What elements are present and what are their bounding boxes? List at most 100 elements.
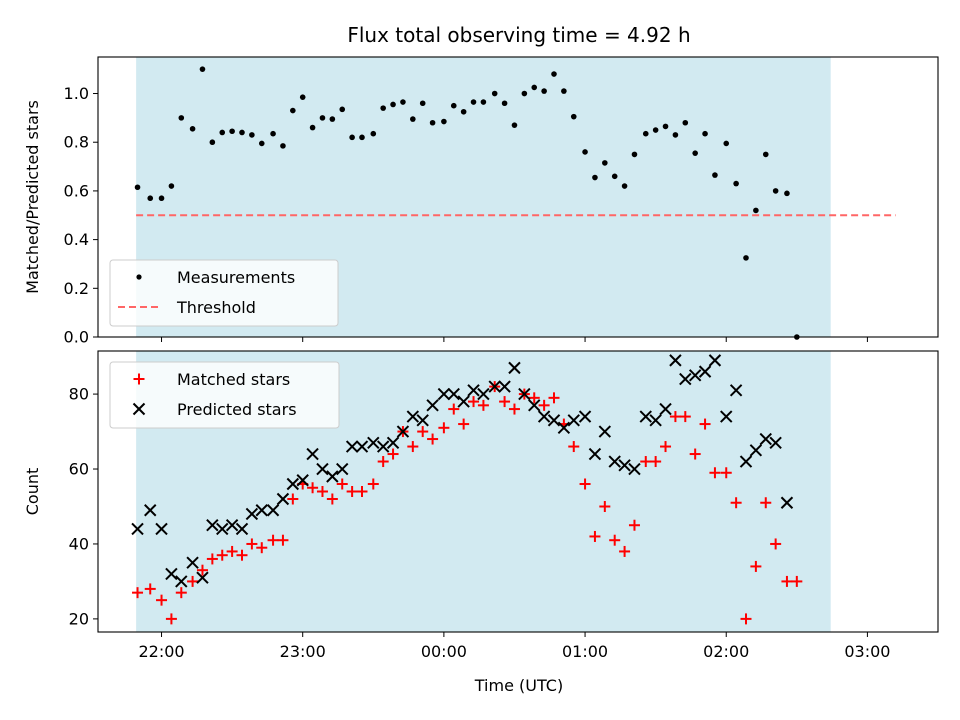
matched-star-point	[568, 441, 580, 453]
matched-star-point	[508, 403, 520, 415]
measurement-point	[147, 195, 154, 202]
measurement-point	[592, 174, 598, 181]
predicted-star-point	[780, 496, 794, 509]
predicted-star-point	[769, 436, 782, 450]
predicted-star-point	[376, 440, 390, 453]
matched-star-point	[619, 545, 631, 557]
matched-star-point	[640, 456, 652, 468]
predicted-star-point	[679, 372, 692, 386]
predicted-star-point	[336, 462, 349, 476]
matched-star-point	[165, 613, 177, 625]
matched-star-point	[132, 587, 144, 599]
measurement-point	[400, 99, 406, 105]
measurement-point	[501, 100, 508, 107]
matched-star-point	[689, 448, 701, 460]
measurement-point	[290, 107, 296, 114]
measurement-point	[582, 149, 588, 155]
predicted-star-point	[477, 387, 490, 401]
y-tick-label: 0.4	[64, 230, 89, 249]
matched-star-point	[407, 441, 419, 453]
measurement-point	[450, 102, 457, 109]
measurement-point	[470, 99, 477, 105]
measurement-point	[531, 84, 538, 91]
measurement-point	[733, 180, 739, 187]
ratio-axis-ticks: 0.0 0.2 0.4 0.6 0.8 1.0	[64, 84, 868, 347]
measurement-point	[329, 116, 336, 122]
predicted-star-point	[296, 474, 309, 487]
legend-measurements-marker	[136, 274, 142, 280]
predicted-star-point	[186, 556, 199, 569]
measurement-point	[429, 119, 436, 126]
predicted-star-point	[698, 365, 712, 378]
predicted-star-point	[759, 432, 772, 446]
measurement-point	[309, 124, 316, 131]
predicted-star-point	[578, 410, 592, 423]
matched-star-point	[650, 456, 662, 468]
predicted-star-point	[488, 380, 501, 393]
predicted-star-point	[276, 492, 290, 506]
y-tick-label: 0.8	[64, 133, 89, 152]
predicted-star-point	[355, 440, 369, 453]
predicted-star-point	[608, 455, 621, 468]
matched-star-point	[579, 478, 591, 490]
measurement-point	[772, 188, 779, 194]
predicted-star-point	[567, 414, 580, 427]
measurement-point	[380, 105, 386, 111]
predicted-star-point	[518, 387, 531, 401]
matched-star-point	[427, 433, 439, 445]
matched-star-point	[226, 545, 238, 557]
measurement-point	[541, 88, 547, 94]
predicted-star-point	[165, 567, 178, 581]
ratio-panel-frame	[97, 56, 939, 338]
matched-star-point	[699, 418, 711, 430]
x-tick-label: 01:00	[562, 642, 608, 661]
measurement-point	[178, 115, 185, 121]
measurement-point	[743, 255, 749, 261]
matched-star-point	[175, 587, 187, 599]
measurement-point	[491, 90, 498, 97]
predicted-star-point	[749, 444, 763, 457]
predicted-star-point	[225, 519, 239, 532]
predicted-star-point	[739, 455, 753, 468]
predicted-star-point	[639, 410, 652, 423]
x-tick-label: 03:00	[844, 642, 890, 661]
x-tick-label: 23:00	[280, 642, 326, 661]
matched-star-point	[346, 486, 358, 497]
predicted-star-point	[386, 436, 400, 450]
measurement-point	[480, 99, 487, 105]
y-tick-label: 1.0	[64, 84, 89, 103]
predicted-star-point	[426, 399, 439, 412]
legend-threshold-label: Threshold	[176, 298, 256, 317]
measurement-point	[199, 66, 206, 72]
matched-star-point	[669, 411, 681, 423]
measurement-point	[753, 207, 759, 214]
legend-predicted-marker	[132, 402, 146, 416]
predicted-star-point	[235, 522, 249, 536]
matched-star-point	[770, 538, 782, 550]
predicted-star-point	[266, 504, 280, 517]
predicted-star-point	[688, 369, 702, 382]
predicted-star-point	[155, 522, 168, 536]
measurement-point	[280, 143, 286, 149]
legend-measurements-label: Measurements	[177, 268, 295, 287]
predicted-star-point	[345, 440, 359, 453]
measurement-point	[561, 88, 567, 94]
measurement-point	[621, 183, 628, 189]
predicted-star-point	[216, 522, 229, 536]
matched-star-point	[417, 426, 429, 438]
predicted-star-point	[467, 384, 480, 397]
ratio-y-label: Matched/Predicted stars	[23, 100, 42, 294]
measurement-point	[258, 140, 265, 147]
y-tick-label: 20	[69, 609, 89, 628]
matched-star-point	[750, 560, 762, 572]
measurement-point	[229, 128, 235, 135]
predicted-star-point	[396, 425, 410, 438]
predicted-star-point	[437, 387, 451, 401]
matched-star-point	[791, 575, 803, 587]
measurement-point	[642, 130, 649, 137]
matched-star-point	[267, 534, 279, 546]
measurement-point	[134, 184, 141, 191]
measurement-point	[249, 132, 255, 138]
predicted-star-point	[547, 414, 561, 427]
matched-star-point	[499, 396, 511, 408]
